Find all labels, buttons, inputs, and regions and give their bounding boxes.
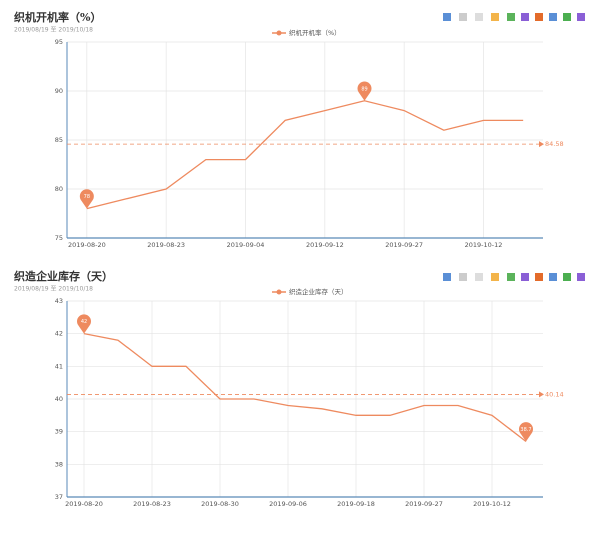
tool-icon[interactable]	[549, 273, 557, 281]
chart-subtitle: 2019/08/19 至 2019/10/18	[14, 27, 93, 34]
legend-label: 织造企业库存（天）	[289, 287, 348, 296]
y-tick-label: 95	[55, 38, 63, 46]
x-tick-label: 2019-08-23	[133, 500, 171, 508]
x-tick-label: 2019-10-12	[465, 241, 503, 249]
tool-icon[interactable]	[535, 273, 543, 281]
tool-icon[interactable]	[549, 13, 557, 21]
chart-title: 织机开机率（%）	[14, 10, 101, 24]
x-tick-label: 2019-09-06	[269, 500, 307, 508]
toolbar	[443, 273, 585, 281]
y-tick-label: 43	[55, 297, 63, 305]
average-arrow	[539, 391, 544, 398]
marker-pin	[519, 422, 534, 442]
x-tick-label: 2019-09-27	[405, 500, 443, 508]
y-tick-label: 37	[55, 493, 63, 501]
x-tick-label: 2019-08-20	[65, 500, 103, 508]
marker-label: 38.7	[520, 427, 531, 433]
tool-icon[interactable]	[475, 13, 483, 21]
x-tick-label: 2019-09-04	[227, 241, 265, 249]
tool-icon[interactable]	[443, 273, 451, 281]
line	[86, 100, 524, 210]
y-tick-label: 80	[55, 185, 63, 193]
marker-pin	[357, 81, 372, 101]
tool-icon[interactable]	[491, 273, 499, 281]
tool-icon[interactable]	[535, 13, 543, 21]
x-tick-label: 2019-08-23	[147, 241, 185, 249]
average-arrow	[539, 141, 544, 148]
x-tick-label: 2019-09-27	[385, 241, 423, 249]
marker-label: 89	[361, 86, 367, 92]
y-tick-label: 39	[55, 428, 63, 436]
tool-icon[interactable]	[563, 13, 571, 21]
tool-icon[interactable]	[491, 13, 499, 21]
tool-icon[interactable]	[563, 273, 571, 281]
tool-icon[interactable]	[459, 13, 467, 21]
y-tick-label: 85	[55, 136, 63, 144]
tool-icon[interactable]	[475, 273, 483, 281]
y-tick-label: 38	[55, 460, 63, 468]
tool-icon[interactable]	[507, 273, 515, 281]
marker-pin	[76, 314, 91, 334]
x-tick-label: 2019-08-30	[201, 500, 239, 508]
legend-dot	[276, 30, 282, 36]
chart-title: 织造企业库存（天）	[14, 269, 113, 283]
tool-icon[interactable]	[521, 273, 529, 281]
average-label: 84.58	[545, 140, 564, 148]
x-tick-label: 2019-09-18	[337, 500, 375, 508]
average-label: 40.14	[545, 390, 564, 398]
y-tick-label: 40	[55, 395, 63, 403]
y-tick-label: 41	[55, 362, 63, 370]
legend-dot	[276, 289, 282, 295]
tool-icon[interactable]	[577, 273, 585, 281]
tool-icon[interactable]	[459, 273, 467, 281]
marker-label: 78	[84, 194, 90, 200]
x-tick-label: 2019-09-12	[306, 241, 344, 249]
x-tick-label: 2019-10-12	[473, 500, 511, 508]
legend-label: 织机开机率（%）	[289, 28, 341, 37]
tool-icon[interactable]	[577, 13, 585, 21]
line	[83, 333, 527, 442]
y-tick-label: 90	[55, 87, 63, 95]
tool-icon[interactable]	[521, 13, 529, 21]
toolbar	[443, 13, 585, 21]
tool-icon[interactable]	[443, 13, 451, 21]
marker-label: 42	[81, 319, 87, 325]
marker-pin	[79, 189, 94, 209]
y-tick-label: 42	[55, 330, 63, 338]
y-tick-label: 75	[55, 234, 63, 242]
tool-icon[interactable]	[507, 13, 515, 21]
x-tick-label: 2019-08-20	[68, 241, 106, 249]
chart-subtitle: 2019/08/19 至 2019/10/18	[14, 286, 93, 293]
